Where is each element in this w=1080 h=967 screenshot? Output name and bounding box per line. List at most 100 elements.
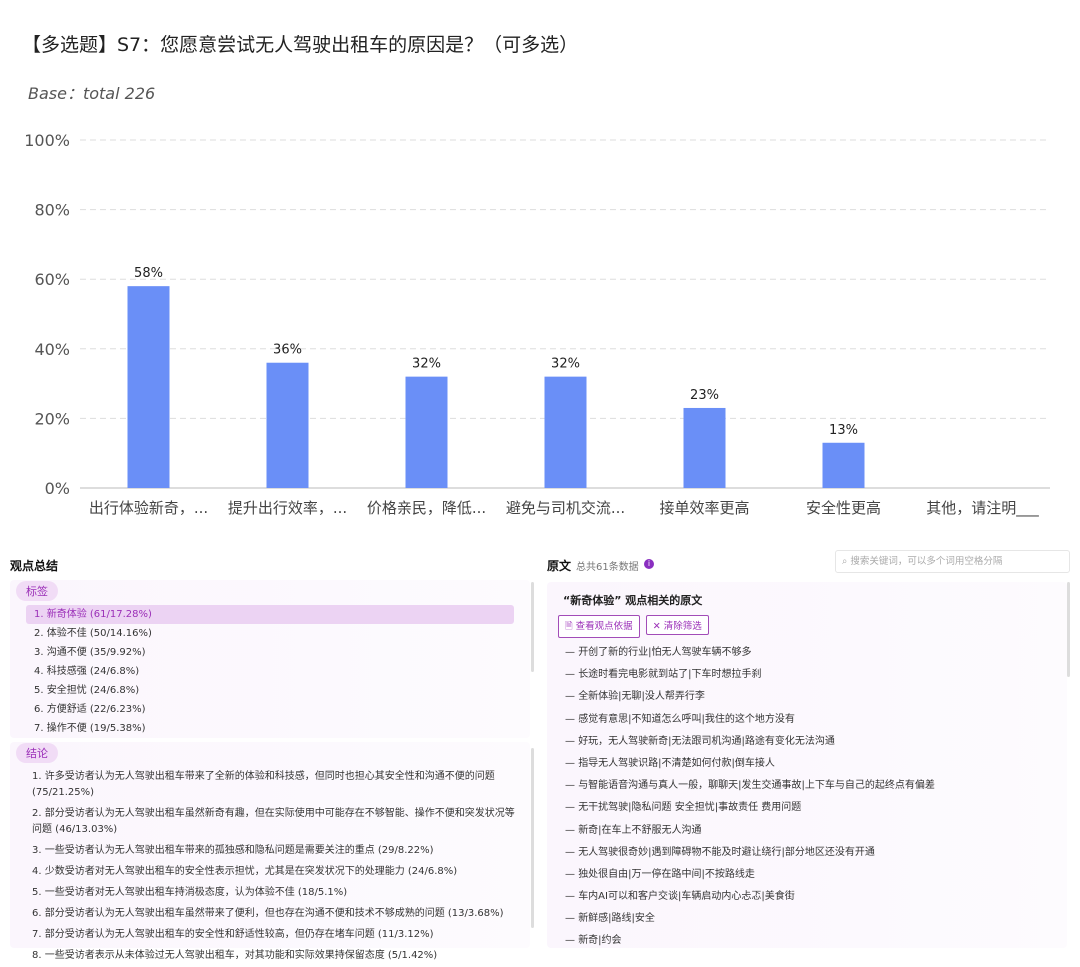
quote-item: — 感觉有意思|不知道怎么呼叫|我住的这个地方没有 xyxy=(547,709,1067,731)
quote-item: — 无人驾驶很奇妙|遇到障碍物不能及时避让绕行|部分地区还没有开通 xyxy=(547,842,1067,864)
y-tick-label: 20% xyxy=(34,409,70,428)
data-count: 总共61条数据 xyxy=(576,562,639,573)
dash-icon: — xyxy=(565,802,575,814)
quote-text: 长途时看完电影就到站了|下车时想拉手刹 xyxy=(578,669,762,681)
original-box: “新奇体验” 观点相关的原文 🗎 查看观点依据 ✕ 清除筛选 — 开创了新的行业|… xyxy=(547,582,1067,948)
quotes-heading: “新奇体验” 观点相关的原文 xyxy=(563,594,703,607)
quote-text: 新鲜感|路线|安全 xyxy=(578,913,655,925)
y-tick-label: 80% xyxy=(34,201,70,220)
data-label: 58% xyxy=(134,266,163,281)
quote-text: 无干扰驾驶|隐私问题 安全担忧|事故责任 费用问题 xyxy=(578,802,802,814)
summary-title: 观点总结 xyxy=(10,559,59,573)
tag-item[interactable]: 1. 新奇体验 (61/17.28%) xyxy=(26,605,514,624)
dash-icon: — xyxy=(565,691,575,703)
quote-text: 指导无人驾驶识路|不清楚如何付款|倒车接人 xyxy=(578,757,775,769)
conclusion-item[interactable]: 3. 一些受访者认为无人驾驶出租车带来的孤独感和隐私问题是需要关注的重点 (29… xyxy=(32,845,434,856)
dash-icon: — xyxy=(565,868,575,880)
x-tick-label: 安全性更高 xyxy=(806,499,881,517)
view-basis-button[interactable]: 🗎 查看观点依据 xyxy=(558,615,640,638)
tag-item[interactable]: 3. 沟通不便 (35/9.92%) xyxy=(34,647,146,658)
quote-item: — 车内AI可以和客户交谈|车辆启动内心忐忑|美食街 xyxy=(547,886,1067,908)
bar xyxy=(405,376,448,488)
dash-icon: — xyxy=(565,935,575,947)
data-label: 36% xyxy=(273,343,302,358)
data-label: 32% xyxy=(551,357,580,372)
bar xyxy=(683,407,726,488)
quote-text: 无人驾驶很奇妙|遇到障碍物不能及时避让绕行|部分地区还没有开通 xyxy=(578,846,875,858)
x-tick-label: 价格亲民，降低... xyxy=(367,499,486,517)
dash-icon: — xyxy=(565,913,575,925)
question-title: 【多选题】S7：您愿意尝试无人驾驶出租车的原因是？（可多选） xyxy=(22,34,579,56)
clear-filter-label: 清除筛选 xyxy=(663,621,702,632)
conclusions-label: 结论 xyxy=(16,743,58,763)
tag-item[interactable]: 6. 方便舒适 (22/6.23%) xyxy=(34,704,146,715)
quote-item: — 新奇|在车上不舒服无人沟通 xyxy=(547,820,1067,842)
conclusion-item[interactable]: 2. 部分受访者认为无人驾驶出租车虽然新奇有趣，但在实际使用中可能存在不够智能、… xyxy=(32,808,515,835)
quote-text: 新奇|约会 xyxy=(578,935,622,947)
dash-icon: — xyxy=(565,846,575,858)
search-input[interactable]: ⌕ 搜索关键词，可以多个词用空格分隔 xyxy=(835,550,1070,573)
x-tick-label: 避免与司机交流... xyxy=(506,499,625,517)
quote-text: 好玩，无人驾驶新奇|无法跟司机沟通|路途有变化无法沟通 xyxy=(578,735,835,747)
quote-text: 开创了新的行业|怕无人驾驶车辆不够多 xyxy=(578,647,752,658)
info-icon[interactable]: i xyxy=(644,559,654,569)
x-tick-label: 接单效率更高 xyxy=(659,499,749,517)
close-icon: ✕ xyxy=(652,621,661,632)
x-tick-label: 提升出行效率，... xyxy=(228,499,347,517)
dash-icon: — xyxy=(565,735,575,747)
data-label: 23% xyxy=(690,388,719,403)
conclusion-item[interactable]: 8. 一些受访者表示从未体验过无人驾驶出租车，对其功能和实际效果持保留态度 (5… xyxy=(32,950,438,961)
quote-item: — 好玩，无人驾驶新奇|无法跟司机沟通|路途有变化无法沟通 xyxy=(547,731,1067,753)
quote-text: 独处很自由|万一停在路中间|不按路线走 xyxy=(578,868,755,880)
tag-item[interactable]: 5. 安全担忧 (24/6.8%) xyxy=(34,685,140,696)
dash-icon: — xyxy=(565,891,575,903)
quote-item: — 开创了新的行业|怕无人驾驶车辆不够多 xyxy=(547,642,1067,664)
conclusion-item[interactable]: 5. 一些受访者对无人驾驶出租车持消极态度，认为体验不佳 (18/5.1%) xyxy=(32,887,348,898)
conclusion-item[interactable]: 7. 部分受访者认为无人驾驶出租车的安全性和舒适性较高，但仍存在堵车问题 (11… xyxy=(32,929,434,940)
y-tick-label: 100% xyxy=(24,131,70,150)
bar xyxy=(266,362,309,488)
y-tick-label: 60% xyxy=(34,270,70,289)
tag-item[interactable]: 7. 操作不便 (19/5.38%) xyxy=(34,723,146,734)
bar xyxy=(127,286,170,488)
quote-text: 全新体验|无聊|没人帮弄行李 xyxy=(578,691,705,703)
clear-filter-button[interactable]: ✕ 清除筛选 xyxy=(645,615,709,635)
dash-icon: — xyxy=(565,824,575,836)
dash-icon: — xyxy=(565,713,575,725)
conclusion-item[interactable]: 1. 许多受访者认为无人驾驶出租车带来了全新的体验和科技感，但同时也担心其安全性… xyxy=(32,771,495,798)
quote-text: 车内AI可以和客户交谈|车辆启动内心忐忑|美食街 xyxy=(578,891,795,903)
tags-label: 标签 xyxy=(16,581,58,601)
quote-text: 感觉有意思|不知道怎么呼叫|我住的这个地方没有 xyxy=(578,713,795,725)
quote-item: — 无干扰驾驶|隐私问题 安全担忧|事故责任 费用问题 xyxy=(547,797,1067,819)
quote-item: — 全新体验|无聊|没人帮弄行李 xyxy=(547,686,1067,708)
x-tick-label: 出行体验新奇，... xyxy=(89,499,208,517)
quote-text: 新奇|在车上不舒服无人沟通 xyxy=(578,824,702,836)
data-label: 13% xyxy=(829,423,858,438)
bar xyxy=(544,376,587,488)
conclusion-item[interactable]: 6. 部分受访者认为无人驾驶出租车虽然带来了便利，但也存在沟通不便和技术不够成熟… xyxy=(32,908,504,919)
quote-item: — 与智能语音沟通与真人一般，聊聊天|发生交通事故|上下车与自己的起终点有偏差 xyxy=(547,775,1067,797)
dash-icon: — xyxy=(565,647,575,658)
conclusions-box: 结论 1. 许多受访者认为无人驾驶出租车带来了全新的体验和科技感，但同时也担心其… xyxy=(10,742,530,961)
quote-text: 与智能语音沟通与真人一般，聊聊天|发生交通事故|上下车与自己的起终点有偏差 xyxy=(578,780,935,792)
original-scrollbar[interactable] xyxy=(1067,582,1070,677)
tags-scrollbar[interactable] xyxy=(531,582,534,672)
tag-item[interactable]: 2. 体验不佳 (50/14.16%) xyxy=(34,628,152,639)
original-title: 原文 xyxy=(547,559,572,573)
quote-item: — 新鲜感|路线|安全 xyxy=(547,908,1067,930)
y-tick-label: 0% xyxy=(45,479,70,498)
data-label: 32% xyxy=(412,357,441,372)
base-label: Base：total 226 xyxy=(28,84,156,103)
y-tick-label: 40% xyxy=(34,340,70,359)
quote-item: — 指导无人驾驶识路|不清楚如何付款|倒车接人 xyxy=(547,753,1067,775)
conclusions-scrollbar[interactable] xyxy=(531,748,534,928)
dash-icon: — xyxy=(565,669,575,681)
bar-chart: 0% 20% 40% 60% 80% 100% 58% 出行体验新奇，... 36% 提升出行效率… xyxy=(24,131,1050,518)
tag-item[interactable]: 4. 科技感强 (24/6.8%) xyxy=(34,666,140,677)
dash-icon: — xyxy=(565,757,575,769)
tags-box: 标签 1. 新奇体验 (61/17.28%) 2. 体验不佳 (50/14.16%… xyxy=(10,580,530,738)
quote-item: — 独处很自由|万一停在路中间|不按路线走 xyxy=(547,864,1067,886)
conclusion-item[interactable]: 4. 少数受访者对无人驾驶出租车的安全性表示担忧，尤其是在突发状况下的处理能力 … xyxy=(32,866,458,877)
x-tick-label: 其他，请注明___ xyxy=(926,499,1039,518)
quote-item: — 新奇|约会 xyxy=(547,930,1067,952)
